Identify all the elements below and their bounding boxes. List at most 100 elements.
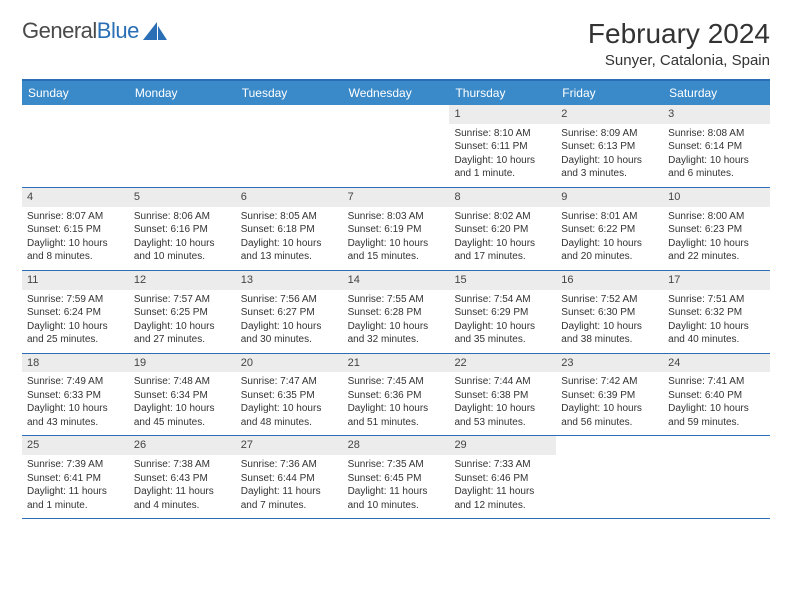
daylight-text: and 40 minutes. (668, 333, 765, 347)
daylight-text: Daylight: 10 hours (134, 402, 231, 416)
daylight-text: and 48 minutes. (241, 416, 338, 430)
calendar-cell: 13Sunrise: 7:56 AMSunset: 6:27 PMDayligh… (236, 271, 343, 353)
daylight-text: Daylight: 10 hours (454, 237, 551, 251)
calendar-cell: 27Sunrise: 7:36 AMSunset: 6:44 PMDayligh… (236, 436, 343, 518)
daylight-text: Daylight: 11 hours (348, 485, 445, 499)
daylight-text: Daylight: 11 hours (134, 485, 231, 499)
sunrise-text: Sunrise: 8:09 AM (561, 127, 658, 141)
logo-sail-icon (143, 22, 167, 40)
sunrise-text: Sunrise: 7:56 AM (241, 293, 338, 307)
sunrise-text: Sunrise: 7:59 AM (27, 293, 124, 307)
day-number: 4 (22, 188, 129, 207)
sunset-text: Sunset: 6:13 PM (561, 140, 658, 154)
daylight-text: and 35 minutes. (454, 333, 551, 347)
daylight-text: Daylight: 10 hours (668, 154, 765, 168)
calendar-week: 4Sunrise: 8:07 AMSunset: 6:15 PMDaylight… (22, 188, 770, 271)
logo-text: GeneralBlue (22, 18, 139, 44)
calendar-cell: 2Sunrise: 8:09 AMSunset: 6:13 PMDaylight… (556, 105, 663, 187)
daylight-text: and 15 minutes. (348, 250, 445, 264)
day-header: Saturday (663, 81, 770, 105)
calendar-cell (663, 436, 770, 518)
day-header: Friday (556, 81, 663, 105)
sunset-text: Sunset: 6:43 PM (134, 472, 231, 486)
day-number (556, 436, 663, 455)
day-number: 8 (449, 188, 556, 207)
day-header: Monday (129, 81, 236, 105)
calendar-cell: 8Sunrise: 8:02 AMSunset: 6:20 PMDaylight… (449, 188, 556, 270)
calendar-cell: 4 Sunrise: 8:07 AMSunset: 6:15 PMDaylight… (22, 188, 129, 270)
daylight-text: Daylight: 10 hours (668, 237, 765, 251)
daylight-text: and 1 minute. (454, 167, 551, 181)
daylight-text: Daylight: 10 hours (241, 320, 338, 334)
sunset-text: Sunset: 6:30 PM (561, 306, 658, 320)
day-number: 1 (449, 105, 556, 124)
day-number: 17 (663, 271, 770, 290)
daylight-text: Daylight: 11 hours (454, 485, 551, 499)
daylight-text: and 32 minutes. (348, 333, 445, 347)
sunrise-text: Sunrise: 7:45 AM (348, 375, 445, 389)
daylight-text: Daylight: 10 hours (348, 402, 445, 416)
daylight-text: Daylight: 10 hours (27, 237, 124, 251)
sunset-text: Sunset: 6:20 PM (454, 223, 551, 237)
day-number: 10 (663, 188, 770, 207)
sunrise-text: Sunrise: 7:57 AM (134, 293, 231, 307)
sunrise-text: Sunrise: 8:08 AM (668, 127, 765, 141)
daylight-text: and 56 minutes. (561, 416, 658, 430)
day-number (343, 105, 450, 124)
sunset-text: Sunset: 6:11 PM (454, 140, 551, 154)
sunset-text: Sunset: 6:15 PM (27, 223, 124, 237)
sunrise-text: Sunrise: 7:52 AM (561, 293, 658, 307)
day-header: Wednesday (343, 81, 450, 105)
sunrise-text: Sunrise: 8:03 AM (348, 210, 445, 224)
daylight-text: and 43 minutes. (27, 416, 124, 430)
calendar-cell: 15Sunrise: 7:54 AMSunset: 6:29 PMDayligh… (449, 271, 556, 353)
day-number: 16 (556, 271, 663, 290)
day-number: 20 (236, 354, 343, 373)
sunrise-text: Sunrise: 8:07 AM (27, 210, 124, 224)
daylight-text: Daylight: 11 hours (241, 485, 338, 499)
daylight-text: Daylight: 10 hours (668, 320, 765, 334)
day-number: 15 (449, 271, 556, 290)
daylight-text: Daylight: 10 hours (348, 320, 445, 334)
calendar-week: 1Sunrise: 8:10 AMSunset: 6:11 PMDaylight… (22, 105, 770, 188)
sunset-text: Sunset: 6:18 PM (241, 223, 338, 237)
calendar-cell (129, 105, 236, 187)
daylight-text: and 22 minutes. (668, 250, 765, 264)
sunrise-text: Sunrise: 7:38 AM (134, 458, 231, 472)
daylight-text: Daylight: 10 hours (561, 402, 658, 416)
calendar-cell: 3Sunrise: 8:08 AMSunset: 6:14 PMDaylight… (663, 105, 770, 187)
month-title: February 2024 (588, 18, 770, 50)
day-number (663, 436, 770, 455)
sunset-text: Sunset: 6:25 PM (134, 306, 231, 320)
daylight-text: and 4 minutes. (134, 499, 231, 513)
sunrise-text: Sunrise: 7:42 AM (561, 375, 658, 389)
calendar-cell: 7Sunrise: 8:03 AMSunset: 6:19 PMDaylight… (343, 188, 450, 270)
calendar-cell: 29Sunrise: 7:33 AMSunset: 6:46 PMDayligh… (449, 436, 556, 518)
day-number: 22 (449, 354, 556, 373)
calendar-cell (236, 105, 343, 187)
day-number: 18 (22, 354, 129, 373)
daylight-text: and 51 minutes. (348, 416, 445, 430)
sunset-text: Sunset: 6:22 PM (561, 223, 658, 237)
logo-text-a: General (22, 18, 97, 43)
daylight-text: and 7 minutes. (241, 499, 338, 513)
calendar-cell (22, 105, 129, 187)
daylight-text: and 45 minutes. (134, 416, 231, 430)
calendar-week: 11Sunrise: 7:59 AMSunset: 6:24 PMDayligh… (22, 271, 770, 354)
day-number: 9 (556, 188, 663, 207)
daylight-text: Daylight: 10 hours (134, 237, 231, 251)
day-number: 19 (129, 354, 236, 373)
sunset-text: Sunset: 6:33 PM (27, 389, 124, 403)
sunset-text: Sunset: 6:39 PM (561, 389, 658, 403)
daylight-text: and 30 minutes. (241, 333, 338, 347)
daylight-text: Daylight: 10 hours (561, 237, 658, 251)
sunrise-text: Sunrise: 8:00 AM (668, 210, 765, 224)
calendar-cell: 20Sunrise: 7:47 AMSunset: 6:35 PMDayligh… (236, 354, 343, 436)
sunset-text: Sunset: 6:19 PM (348, 223, 445, 237)
sunset-text: Sunset: 6:32 PM (668, 306, 765, 320)
daylight-text: Daylight: 10 hours (454, 154, 551, 168)
sunset-text: Sunset: 6:46 PM (454, 472, 551, 486)
day-number: 29 (449, 436, 556, 455)
sunset-text: Sunset: 6:29 PM (454, 306, 551, 320)
calendar-cell: 18Sunrise: 7:49 AMSunset: 6:33 PMDayligh… (22, 354, 129, 436)
